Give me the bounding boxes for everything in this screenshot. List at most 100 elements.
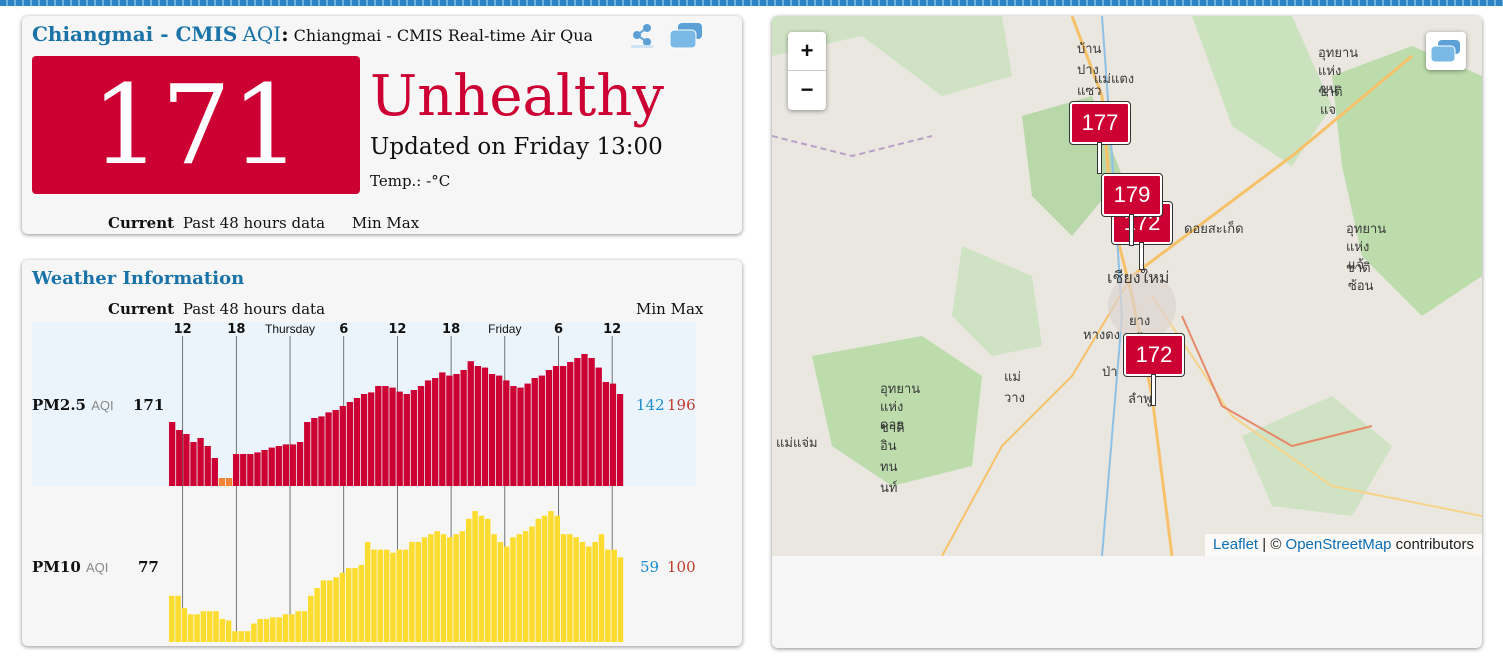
map[interactable]: บ้านปางแซว แม่แตง อุทยาน แห่งชาติ ขุนแจ …: [772, 16, 1482, 556]
pm10-bar[interactable]: [497, 541, 504, 642]
pm10-bar[interactable]: [326, 580, 333, 642]
pm10-bar[interactable]: [358, 565, 365, 642]
tab-min-max[interactable]: Min Max: [351, 214, 420, 232]
pm10-bar[interactable]: [206, 611, 213, 642]
pm10-bar[interactable]: [333, 577, 339, 642]
pm25-bar[interactable]: [204, 446, 211, 486]
pm10-bar[interactable]: [169, 595, 175, 642]
aqi-marker[interactable]: 177: [1069, 101, 1131, 174]
pm25-bar[interactable]: [446, 375, 453, 486]
chat-icon[interactable]: [668, 22, 704, 50]
pm10-bar[interactable]: [308, 595, 314, 642]
pm25-bar[interactable]: [609, 383, 617, 486]
pm10-bar[interactable]: [554, 515, 561, 642]
pm25-bar[interactable]: [282, 444, 290, 486]
pm10-bar[interactable]: [352, 568, 358, 642]
tab-current[interactable]: Current: [108, 300, 175, 318]
pm25-bar[interactable]: [524, 383, 531, 486]
pm25-bar[interactable]: [296, 442, 304, 486]
pm10-bar[interactable]: [605, 549, 611, 642]
pm25-bar[interactable]: [190, 442, 197, 486]
tab-current[interactable]: Current: [108, 214, 175, 232]
pm10-bar[interactable]: [295, 611, 301, 642]
pm25-bar[interactable]: [574, 358, 581, 486]
pm10-bar[interactable]: [573, 537, 579, 642]
pm10-bar[interactable]: [434, 531, 440, 642]
pm25-bar[interactable]: [346, 402, 354, 486]
pm25-bar[interactable]: [169, 422, 176, 486]
osm-link[interactable]: OpenStreetMap: [1285, 536, 1392, 553]
pm10-bar[interactable]: [447, 537, 453, 642]
pm25-bar[interactable]: [439, 372, 446, 486]
pm25-bar[interactable]: [453, 374, 460, 486]
pm25-bar[interactable]: [552, 366, 560, 486]
pm25-bar[interactable]: [289, 444, 297, 486]
pm25-bar[interactable]: [382, 386, 389, 486]
pm10-bar[interactable]: [466, 518, 472, 642]
pm25-bar[interactable]: [232, 454, 240, 486]
pm10-bar[interactable]: [396, 549, 403, 642]
pm25-bar[interactable]: [332, 410, 339, 486]
pm10-bar[interactable]: [459, 531, 466, 642]
pm25-bar[interactable]: [304, 422, 311, 486]
pm25-bar[interactable]: [325, 412, 332, 486]
pm25-bar[interactable]: [254, 452, 261, 486]
pm10-bar[interactable]: [244, 631, 251, 642]
pm25-bar[interactable]: [268, 447, 275, 486]
pm10-bar[interactable]: [339, 572, 346, 642]
pm10-bar[interactable]: [314, 588, 320, 642]
pm10-bar[interactable]: [522, 531, 529, 642]
pm10-bar[interactable]: [598, 534, 605, 642]
pm10-bar[interactable]: [257, 618, 263, 642]
share-icon[interactable]: [629, 22, 655, 48]
tab-past-48h[interactable]: Past 48 hours data: [182, 214, 326, 232]
pm25-bar[interactable]: [545, 370, 553, 486]
pm25-bar[interactable]: [339, 406, 346, 486]
pm10-bar[interactable]: [415, 541, 421, 642]
pm10-bar[interactable]: [586, 546, 592, 642]
pm10-bar[interactable]: [225, 620, 232, 642]
pm25-bar[interactable]: [467, 361, 474, 486]
pm10-bar[interactable]: [409, 541, 415, 642]
pm25-bar[interactable]: [275, 446, 282, 486]
pm10-bar[interactable]: [402, 549, 409, 642]
pm10-bar[interactable]: [510, 537, 516, 642]
pm25-bar[interactable]: [197, 438, 204, 486]
pm10-bar[interactable]: [567, 534, 573, 642]
pm25-bar[interactable]: [353, 398, 361, 486]
pm25-bar[interactable]: [375, 386, 382, 486]
pm10-bar[interactable]: [200, 611, 207, 642]
pm25-bar[interactable]: [460, 370, 467, 486]
pm25-bar[interactable]: [318, 416, 325, 486]
pm10-bar[interactable]: [251, 623, 257, 642]
leaflet-link[interactable]: Leaflet: [1213, 536, 1259, 553]
pm25-bar[interactable]: [474, 366, 482, 486]
pm10-bar[interactable]: [320, 580, 327, 642]
pm10-bar[interactable]: [535, 518, 542, 642]
pm10-bar[interactable]: [390, 552, 396, 642]
pm10-bar[interactable]: [484, 518, 491, 642]
pm25-bar[interactable]: [517, 387, 524, 486]
pm25-bar[interactable]: [410, 390, 418, 486]
pm10-bar[interactable]: [238, 631, 245, 642]
pm25-bar[interactable]: [488, 374, 496, 486]
pm10-bar[interactable]: [560, 534, 567, 642]
pm10-bar[interactable]: [377, 549, 384, 642]
pm10-bar[interactable]: [383, 549, 390, 642]
pm10-bar[interactable]: [592, 541, 598, 642]
pm10-bar[interactable]: [440, 534, 447, 642]
pm10-bar[interactable]: [472, 511, 478, 642]
pm25-bar[interactable]: [211, 458, 218, 486]
pm25-bar[interactable]: [311, 418, 318, 486]
pm25-bar[interactable]: [417, 386, 425, 486]
pm25-bar[interactable]: [496, 375, 503, 486]
station-city[interactable]: Chiangmai - CMIS: [32, 22, 238, 46]
pm10-bar[interactable]: [181, 608, 188, 642]
pm25-bar[interactable]: [261, 450, 268, 486]
pm25-bar[interactable]: [503, 380, 510, 486]
pm25-bar[interactable]: [396, 391, 403, 486]
zoom-out-button[interactable]: −: [800, 77, 814, 102]
pm25-bar[interactable]: [247, 454, 254, 486]
pm10-bar[interactable]: [219, 618, 226, 642]
pm10-bar[interactable]: [428, 534, 434, 642]
